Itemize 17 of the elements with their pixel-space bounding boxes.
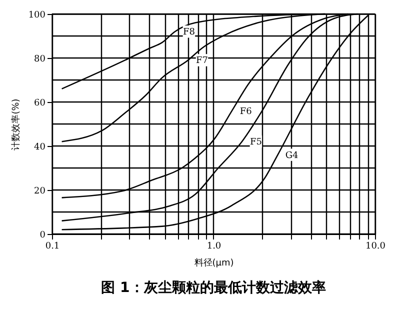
- y-tick-label: 40: [34, 142, 46, 152]
- series-label: F8: [182, 28, 196, 38]
- x-axis-title: 料径(μm): [194, 258, 234, 268]
- series-label: F6: [240, 106, 252, 117]
- y-tick-label: 60: [34, 98, 46, 108]
- x-tick-label: 10.0: [365, 242, 386, 252]
- y-axis-title: 计数效率(%): [10, 98, 22, 150]
- series-label: G4: [285, 150, 298, 161]
- y-tick-label: 20: [34, 186, 46, 196]
- series-label: F7: [196, 56, 208, 66]
- x-tick-label: 0.1: [45, 242, 60, 252]
- text: 图 1：灰尘颗粒的最低计数过滤效率: [101, 279, 326, 296]
- y-tick-label: 100: [28, 10, 46, 20]
- y-tick-label: 80: [34, 54, 46, 64]
- x-tick-label: 1.0: [206, 242, 222, 252]
- y-tick-label: 0: [40, 230, 46, 240]
- series-label: F5: [250, 138, 262, 148]
